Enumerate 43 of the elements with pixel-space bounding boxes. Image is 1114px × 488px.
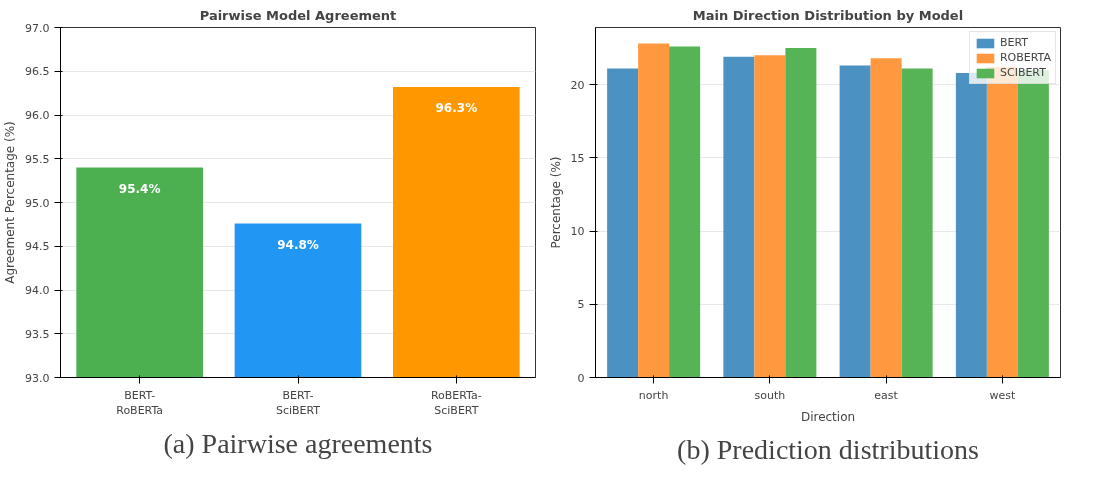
text: (a) Pairwise agreements bbox=[163, 427, 433, 459]
text: (b) Prediction distributions bbox=[677, 433, 979, 465]
y-tick-label: 15 bbox=[570, 151, 585, 165]
y-tick-label: 94.5 bbox=[25, 240, 50, 254]
x-tick-label: BERT- RoBERTa bbox=[116, 388, 164, 418]
y-axis-title: Percentage (%) bbox=[548, 156, 563, 249]
y-tick-label: 97.0 bbox=[25, 21, 50, 35]
x-axis-title: Direction bbox=[800, 409, 856, 424]
bar bbox=[607, 68, 639, 378]
y-tick-label: 95.5 bbox=[25, 152, 50, 166]
y-tick-label: 95.0 bbox=[25, 196, 50, 210]
y-tick-label: 93.5 bbox=[25, 327, 50, 341]
y-tick-label: 0 bbox=[577, 371, 585, 385]
bar bbox=[870, 58, 902, 378]
bar bbox=[901, 68, 933, 378]
x-tick-label: north bbox=[638, 388, 669, 402]
y-tick-label: 96.0 bbox=[25, 109, 50, 122]
y-tick-label: 93.0 bbox=[25, 371, 50, 385]
chart-title: Pairwise Model Agreement bbox=[199, 7, 397, 23]
x-tick-label: east bbox=[874, 388, 899, 402]
y-tick-label: 20 bbox=[570, 78, 585, 92]
y-tick-label: 5 bbox=[577, 298, 585, 312]
bar bbox=[669, 46, 701, 378]
bar bbox=[723, 56, 755, 378]
data-label: 96.3% bbox=[435, 101, 478, 115]
data-label: 95.4% bbox=[118, 181, 161, 196]
x-tick-label: west bbox=[989, 388, 1016, 402]
y-tick-label: 96.5 bbox=[25, 65, 50, 79]
x-tick-label: RoBERTa- SciBERT bbox=[430, 388, 482, 418]
data-label: 94.8% bbox=[277, 237, 319, 252]
bar bbox=[638, 43, 670, 378]
x-tick-label: south bbox=[754, 388, 786, 402]
legend-label: SCIBERT bbox=[999, 66, 1046, 79]
chart-title: Main Direction Distribution by Model bbox=[692, 7, 964, 23]
x-tick-label: BERT- SciBERT bbox=[275, 388, 321, 418]
legend-label: BERT bbox=[999, 36, 1029, 49]
y-axis-title: Agreement Percentage (%) bbox=[3, 121, 18, 284]
legend-label: ROBERTA bbox=[999, 51, 1051, 64]
bar bbox=[839, 65, 871, 378]
y-tick-label: 94.0 bbox=[25, 284, 50, 297]
bar bbox=[785, 48, 817, 378]
y-tick-label: 10 bbox=[570, 225, 585, 239]
bar bbox=[754, 55, 786, 378]
